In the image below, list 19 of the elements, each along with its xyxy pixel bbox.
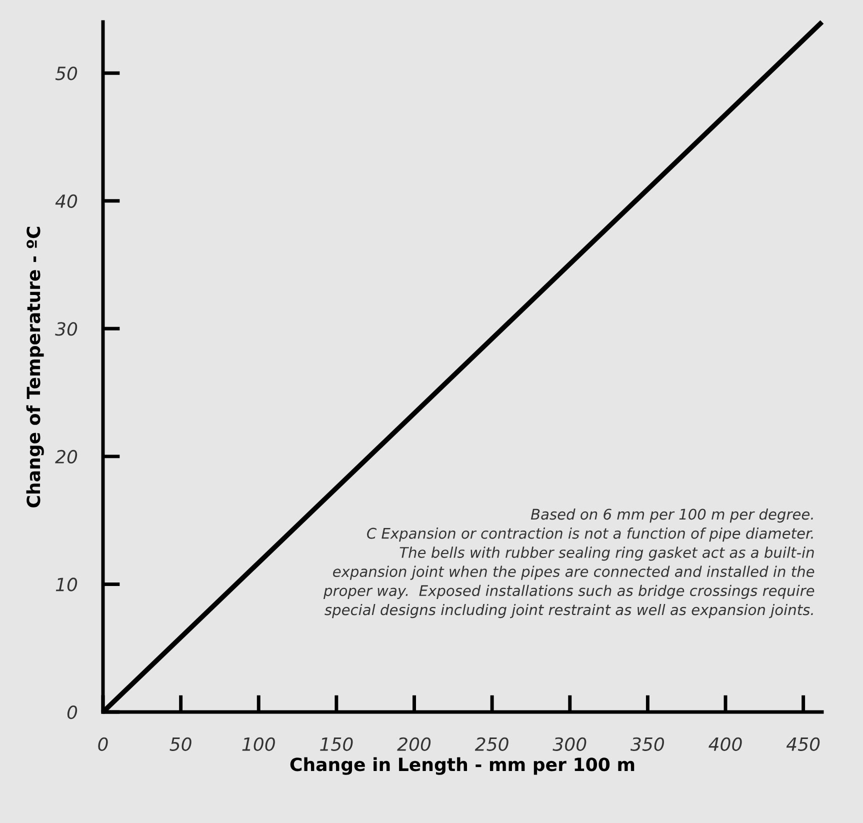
x-tick-label: 450 xyxy=(786,737,820,751)
y-tick-label: 20 xyxy=(55,450,78,464)
y-tick-label: 30 xyxy=(55,322,78,336)
y-tick-label: 40 xyxy=(55,194,78,208)
annotation: Based on 6 mm per 100 m per degree. C Expansion or contraction is not a function of pipe diameter. The bells with rubber sealing ring gasket act as a built-in expansion joint when the pipes are connected and installed in the proper way. Exposed installations such as bridge crossings require special designs including joint restraint as well as expansion joints. xyxy=(323,508,814,618)
y-tick-label: 10 xyxy=(56,578,78,592)
y-axis-title: Change of Temperature - ºC xyxy=(26,226,44,508)
x-tick-label: 100 xyxy=(242,737,275,751)
x-tick-label: 250 xyxy=(474,737,508,751)
x-tick-label: 300 xyxy=(552,737,586,751)
x-tick-label: 150 xyxy=(320,737,353,751)
x-axis-title: Change in Length - mm per 100 m xyxy=(290,757,634,775)
x-tick-label: 0 xyxy=(98,737,108,751)
y-tick-label: 50 xyxy=(55,66,78,80)
x-tick-label: 50 xyxy=(170,737,192,751)
x-tick-label: 400 xyxy=(708,737,742,751)
x-tick-label: 200 xyxy=(397,737,431,751)
x-tick-label: 350 xyxy=(630,737,664,751)
y-tick-label: 0 xyxy=(67,705,78,720)
